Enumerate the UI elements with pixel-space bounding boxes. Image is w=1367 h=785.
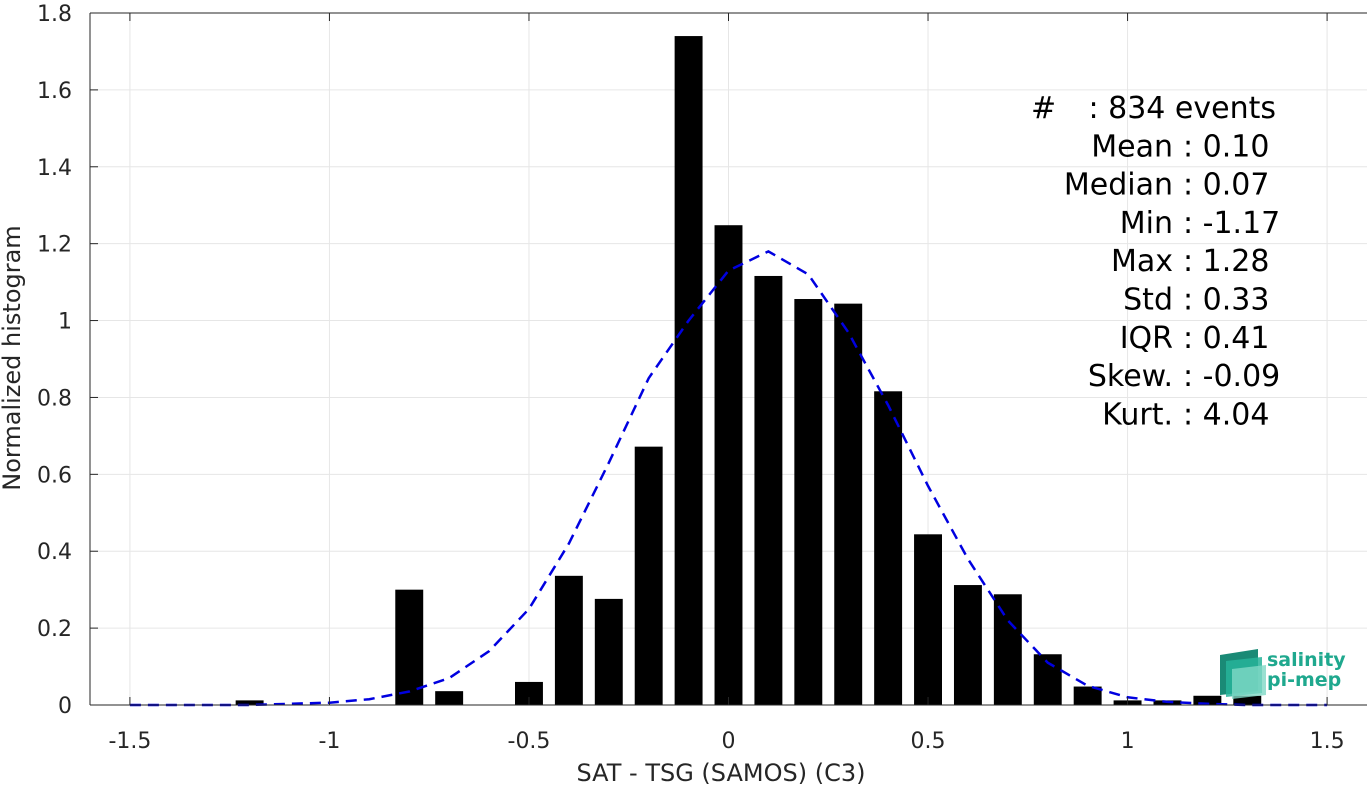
histogram-bar: [515, 681, 543, 705]
histogram-bar: [594, 598, 623, 705]
y-axis-label: Normalized histogram: [0, 225, 26, 490]
y-tick-label: 0.6: [37, 463, 72, 488]
stat-label: Max: [1111, 244, 1173, 279]
y-tick-label: 1.2: [37, 233, 72, 258]
stat-value: : -1.17: [1183, 206, 1280, 241]
histogram-bar: [235, 700, 264, 705]
histogram-bar: [754, 275, 783, 705]
y-tick-labels: 0 0.2 0.4 0.6 0.8 1 1.2 1.4 1.6 1.8: [37, 2, 72, 719]
x-tick-label: -1: [318, 729, 340, 754]
histogram-bar: [634, 446, 663, 705]
stat-label: Std: [1123, 283, 1173, 318]
histogram-bar: [435, 691, 464, 705]
stat-value: : 0.41: [1183, 321, 1269, 356]
stat-value: : 834 events: [1088, 91, 1276, 126]
stat-label: Mean: [1091, 129, 1173, 164]
salinity-pi-mep-logo: salinity pi-mep: [1220, 649, 1346, 699]
stat-label: Kurt.: [1102, 397, 1173, 432]
stat-value: : 0.07: [1183, 168, 1269, 203]
stat-label: IQR: [1120, 321, 1173, 356]
x-tick-label: -1.5: [108, 729, 151, 754]
histogram-bars: [235, 36, 1262, 706]
stat-value: : -0.09: [1183, 359, 1280, 394]
axes-frame: [89, 12, 1367, 706]
histogram-bar: [554, 575, 583, 705]
logo-line1: salinity: [1267, 649, 1346, 671]
logo-mark-icon: [1220, 649, 1266, 699]
stat-label: Min: [1120, 206, 1173, 241]
y-tick-label: 0: [58, 694, 72, 719]
x-tick-labels: -1.5 -1 -0.5 0 0.5 1 1.5: [108, 729, 1344, 754]
y-tick-label: 0.4: [37, 540, 72, 565]
logo-line2: pi-mep: [1267, 669, 1341, 691]
y-tick-label: 1.8: [37, 2, 72, 27]
histogram-bar: [714, 225, 743, 706]
x-tick-label: 0: [722, 729, 736, 754]
stat-value: : 4.04: [1183, 397, 1269, 432]
stat-value: : 1.28: [1183, 244, 1269, 279]
y-tick-label: 0.2: [37, 617, 72, 642]
x-tick-label: 0.5: [911, 729, 946, 754]
stat-label: Median: [1064, 168, 1173, 203]
y-tick-label: 1.4: [37, 156, 72, 181]
histogram-bar: [1073, 686, 1102, 705]
y-tick-label: 1: [58, 310, 72, 335]
x-axis-label: SAT - TSG (SAMOS) (C3): [577, 759, 866, 785]
histogram-bar: [794, 299, 823, 705]
stat-label: Skew.: [1088, 359, 1173, 394]
x-tick-label: 1: [1121, 729, 1135, 754]
stat-value: : 0.10: [1183, 129, 1269, 164]
histogram-bar: [1193, 695, 1222, 705]
x-tick-label: -0.5: [508, 729, 551, 754]
histogram-bar: [914, 534, 942, 705]
y-tick-label: 0.8: [37, 386, 72, 411]
x-tick-label: 1.5: [1310, 729, 1345, 754]
stat-value: : 0.33: [1183, 283, 1269, 318]
histogram-bar: [953, 585, 982, 705]
histogram-bar: [1233, 695, 1262, 705]
histogram-bar: [874, 391, 903, 705]
stat-label: #: [1031, 91, 1056, 126]
y-tick-label: 1.6: [37, 79, 72, 104]
histogram-bar: [834, 303, 863, 705]
histogram-bar: [674, 36, 703, 706]
histogram-bar: [993, 594, 1022, 705]
histogram-bar: [395, 589, 424, 705]
